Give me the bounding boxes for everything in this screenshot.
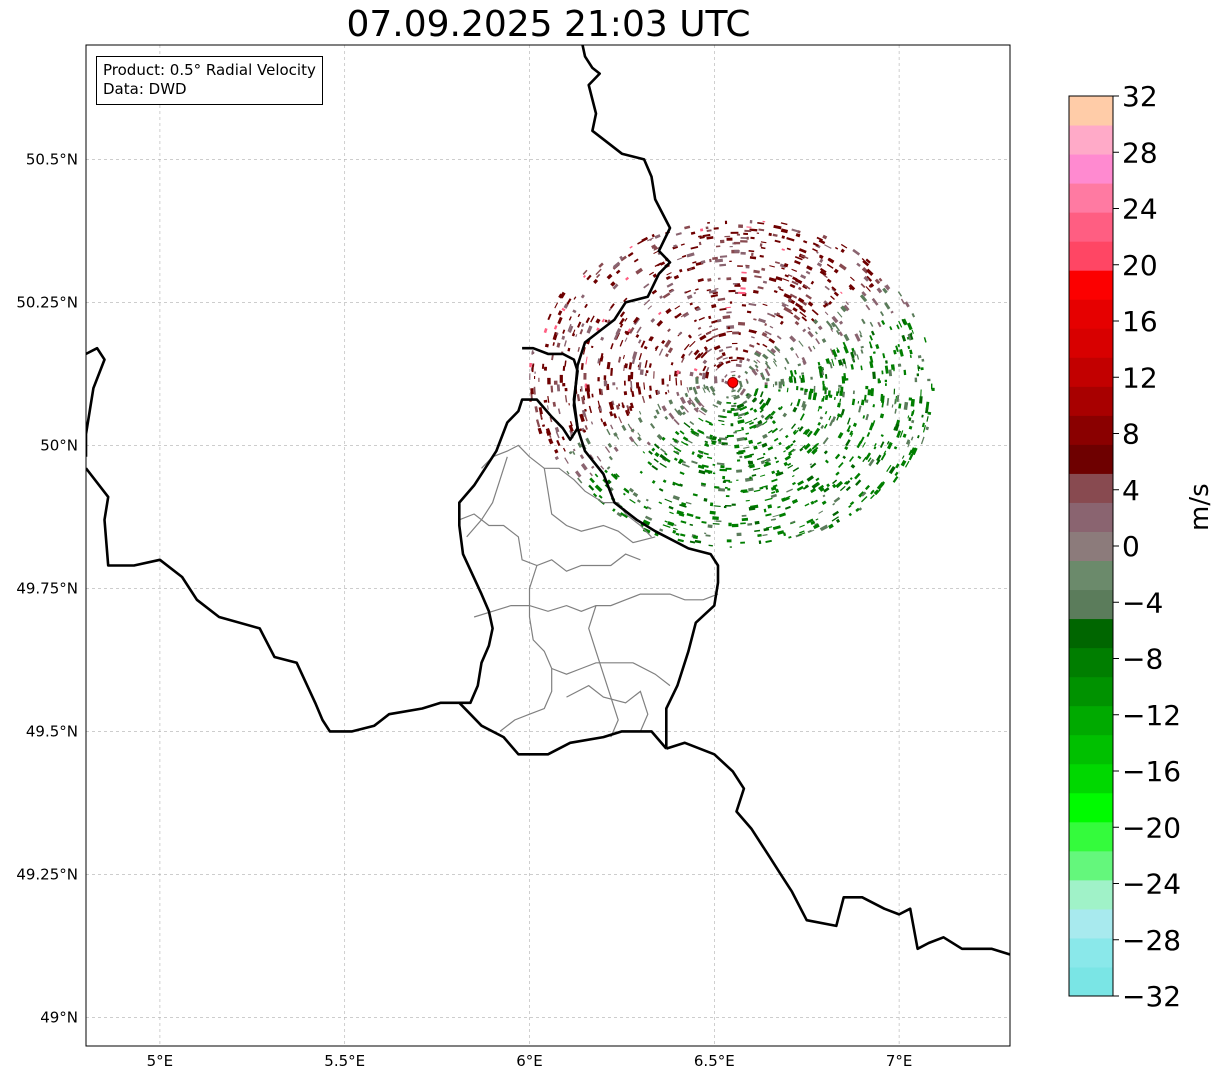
national-border	[457, 346, 579, 705]
national-border	[665, 741, 1010, 956]
radar-site-marker	[727, 376, 739, 388]
colorbar-swatch	[1069, 125, 1113, 155]
colorbar-swatch	[1069, 241, 1113, 271]
colorbar-tick-label: 4	[1122, 474, 1140, 507]
colorbar-swatch	[1069, 154, 1113, 184]
velocity-echoes	[529, 219, 935, 548]
district-boundary	[543, 468, 656, 544]
lat-tick-label: 49.75°N	[16, 579, 78, 597]
colorbar-swatch	[1069, 937, 1113, 968]
colorbar-swatch	[1069, 386, 1113, 416]
district-boundary	[566, 684, 649, 732]
national-borders	[86, 45, 1010, 956]
colorbar-swatch	[1069, 850, 1113, 881]
colorbar-swatch	[1069, 299, 1113, 329]
colorbar-tick-label: −24	[1122, 868, 1181, 901]
info-box: Product: 0.5° Radial Velocity Data: DWD	[96, 56, 323, 105]
colorbar-tick-label: −32	[1122, 980, 1181, 1013]
colorbar-tick-label: −4	[1122, 586, 1163, 619]
colorbar-swatch	[1069, 705, 1113, 736]
colorbar-swatch	[1069, 502, 1113, 532]
colorbar-swatch	[1069, 96, 1113, 126]
colorbar-swatch	[1069, 647, 1113, 678]
colorbar-swatch	[1069, 966, 1113, 997]
colorbar-tick-label: 28	[1122, 136, 1158, 169]
colorbar-swatch	[1069, 415, 1113, 445]
colorbar-swatch	[1069, 444, 1113, 474]
colorbar-swatch	[1069, 560, 1113, 591]
axis-tick-labels: 5°E 5.5°E 6°E 6.5°E 7°E 50.5°N 50.25°N 50°N 49.7…	[16, 150, 912, 1070]
colorbar-swatch	[1069, 734, 1113, 765]
map-frame	[85, 44, 1011, 1047]
district-boundary	[466, 456, 508, 538]
district-boundary	[588, 605, 619, 738]
colorbar-tick-label: −12	[1122, 699, 1181, 732]
lat-tick-label: 49.25°N	[16, 865, 78, 883]
chart-title: 07.09.2025 21:03 UTC	[346, 4, 751, 45]
lon-tick-label: 6°E	[516, 1052, 543, 1070]
colorbar-swatch	[1069, 792, 1113, 823]
lon-tick-label: 5.5°E	[324, 1052, 365, 1070]
lon-tick-label: 5°E	[147, 1052, 174, 1070]
colorbar-swatch	[1069, 763, 1113, 794]
gridlines	[86, 45, 1010, 1046]
national-border	[86, 346, 106, 457]
colorbar-swatch	[1069, 270, 1113, 300]
colorbar-swatch	[1069, 879, 1113, 910]
lat-tick-label: 50.25°N	[16, 293, 78, 311]
colorbar-swatch	[1069, 473, 1113, 503]
colorbar-swatch	[1069, 328, 1113, 358]
colorbar-swatch	[1069, 589, 1113, 620]
colorbar-tick-label: 20	[1122, 249, 1158, 282]
colorbar-tick-label: 24	[1122, 193, 1158, 226]
colorbar-swatch	[1069, 212, 1113, 242]
colorbar-swatch	[1069, 821, 1113, 852]
lon-tick-label: 7°E	[886, 1052, 913, 1070]
lat-tick-label: 50°N	[40, 436, 78, 454]
district-boundary	[459, 513, 641, 572]
district-boundary	[551, 662, 671, 687]
colorbar-tick-label: 8	[1122, 418, 1140, 451]
colorbar-tick-label: 32	[1122, 80, 1158, 113]
colorbar-tick-label: −20	[1122, 811, 1181, 844]
colorbar-tick-label: −16	[1122, 755, 1181, 788]
district-boundaries	[459, 444, 719, 738]
district-boundary	[473, 593, 719, 618]
colorbar-tick-label: 12	[1122, 361, 1158, 394]
lon-tick-label: 6.5°E	[694, 1052, 735, 1070]
colorbar-swatch	[1069, 357, 1113, 387]
national-border	[572, 45, 720, 749]
colorbar-tick-label: −28	[1122, 924, 1181, 957]
colorbar-tick-label: −8	[1122, 643, 1163, 676]
radar-site-dot[interactable]	[727, 376, 739, 388]
colorbar-unit-label: m/s	[1185, 483, 1215, 531]
lat-tick-label: 50.5°N	[26, 150, 78, 168]
colorbar-swatch	[1069, 183, 1113, 213]
lat-tick-label: 49.5°N	[26, 722, 78, 740]
colorbar: 32 28 24 20 16 12 8 4 0 −4 −8 −12 −16 −20 −24 −28 −32	[1068, 80, 1181, 1013]
colorbar-swatch	[1069, 618, 1113, 649]
colorbar-tick-label: 16	[1122, 305, 1158, 338]
colorbar-swatch	[1069, 908, 1113, 939]
colorbar-tick-label: 0	[1122, 530, 1140, 563]
lat-tick-label: 49°N	[40, 1008, 78, 1026]
product-label: Product: 0.5° Radial Velocity	[103, 61, 316, 79]
colorbar-swatch	[1069, 531, 1113, 562]
national-border	[86, 467, 668, 756]
map-plot-area[interactable]	[86, 45, 1010, 1046]
data-source-label: Data: DWD	[103, 80, 187, 98]
colorbar-swatch	[1069, 676, 1113, 707]
